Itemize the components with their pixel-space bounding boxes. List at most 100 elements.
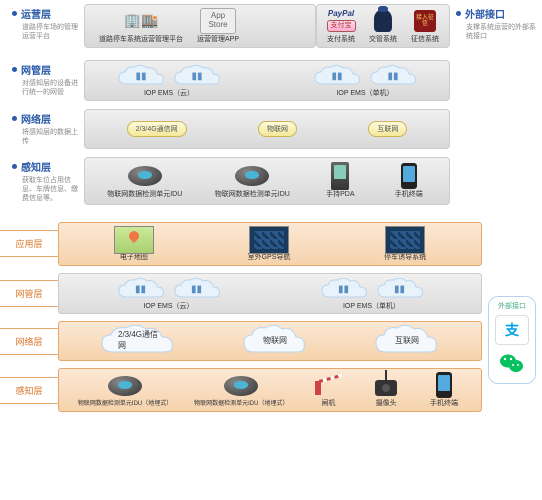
- idu-2: 物联网数据检测单元IDU: [215, 163, 290, 199]
- layer-title: 感知层: [12, 159, 80, 174]
- label: 手持PDA: [326, 191, 354, 199]
- disc-icon: [107, 373, 143, 399]
- layer-label: 应用层: [0, 230, 58, 257]
- label: 交管系统: [369, 36, 397, 44]
- ops-platform: 🏢🏬 道路停车系统运营管理平台: [99, 8, 183, 44]
- label: 电子地图: [120, 254, 148, 262]
- phone-icon: [426, 372, 462, 398]
- label: 手机终端: [395, 191, 423, 199]
- nms-content: ▮▮ ▮▮ IOP EMS（云） ▮▮ ▮▮ IOP EMS（单机）: [58, 273, 482, 315]
- cloud-group: ▮▮ ▮▮: [115, 64, 223, 90]
- net-pill: 2/3/4G通信网: [127, 121, 187, 137]
- sense-band: 物联网数据检测单元IDU 物联网数据检测单元IDU 手持PDA 手机终端: [84, 157, 450, 205]
- label: 运营管理APP: [197, 36, 239, 44]
- cloud-icon: ▮▮: [171, 277, 223, 303]
- cloud-icon: ▮▮: [367, 64, 419, 90]
- label: IOP EMS（单机）: [343, 303, 400, 311]
- net-layer-bottom: 网络层 2/3/4G通信网 物联网 互联网: [0, 319, 482, 363]
- cloud-group: ▮▮ ▮▮: [318, 277, 426, 303]
- pda: 手持PDA: [322, 163, 358, 199]
- net-layer-row: 网络层 将感知层的数据上传 2/3/4G通信网 物联网 互联网: [0, 105, 542, 152]
- guide-icon: [385, 226, 425, 254]
- app-layer: 应用层 电子地图 室外GPS导航 停车诱导系统: [0, 220, 482, 268]
- label: 室外GPS导航: [248, 254, 291, 262]
- net-pill: 物联网: [258, 121, 297, 137]
- layer-desc: 支撑系统运营的外部系统接口: [456, 23, 536, 41]
- seal-icon: 接入征信: [407, 8, 443, 34]
- label: IOP EMS（云）: [144, 90, 194, 98]
- label: 物联网: [263, 335, 287, 346]
- sense-content: 物联网数据检测单元IDU（地埋式） 物联网数据检测单元IDU（地埋式） 闸机 摄…: [58, 368, 482, 412]
- wechat-icon: [495, 349, 529, 379]
- emap: 电子地图: [114, 226, 154, 262]
- spacer: [450, 157, 540, 205]
- payment-system: PayPal 支付宝 支付系统: [323, 8, 359, 44]
- cloud-group: ▮▮ ▮▮: [311, 64, 419, 90]
- label: IOP EMS（云）: [143, 303, 193, 311]
- label: 手机终端: [430, 400, 458, 408]
- gate: 闸机: [310, 372, 346, 408]
- layer-title: 运营层: [12, 6, 80, 21]
- label: 物联网数据检测单元IDU（地埋式）: [194, 401, 288, 408]
- layer-desc: 将感知层的数据上传: [12, 128, 80, 146]
- appstore-icon: App Store: [200, 8, 236, 34]
- ops-app: App Store 运营管理APP: [197, 8, 239, 44]
- disc-icon: [234, 163, 270, 189]
- top-architecture: 运营层 道路停车场的管理运营平台 🏢🏬 道路停车系统运营管理平台 App Sto…: [0, 0, 542, 209]
- gps-icon: [249, 226, 289, 254]
- ems-local-b: ▮▮ ▮▮ IOP EMS（单机）: [318, 277, 426, 311]
- ops-layer-label: 运营层 道路停车场的管理运营平台: [2, 4, 84, 52]
- layer-label: 网管层: [0, 280, 58, 307]
- ext-band: PayPal 支付宝 支付系统 交管系统 接入征信 征信系统: [316, 4, 450, 48]
- pay-icons: PayPal 支付宝: [323, 8, 359, 34]
- layer-desc: 对感知层的设备进行统一的网管: [12, 79, 80, 97]
- external-interface-box: 外部接口 支: [488, 296, 536, 384]
- app-content: 电子地图 室外GPS导航 停车诱导系统: [58, 222, 482, 266]
- zfb-icon: 支付宝: [327, 20, 356, 32]
- ops-band: 🏢🏬 道路停车系统运营管理平台 App Store 运营管理APP: [84, 4, 316, 48]
- sense-layer-label: 感知层 获取车位占用信息、车牌信息、缴费信息等。: [2, 157, 84, 205]
- label: 道路停车系统运营管理平台: [99, 36, 183, 44]
- label: 物联网数据检测单元IDU: [107, 191, 182, 199]
- phone-b: 手机终端: [426, 372, 462, 408]
- phone-icon: [391, 163, 427, 189]
- nms-layer-label: 网管层 对感知层的设备进行统一的网管: [2, 60, 84, 102]
- label: 物联网数据检测单元IDU: [215, 191, 290, 199]
- ext-interface-label: 外部接口 支撑系统运营的外部系统接口: [450, 4, 540, 52]
- gate-icon: [310, 372, 346, 398]
- cloud-net: 2/3/4G通信网: [98, 324, 178, 358]
- ems-local: ▮▮ ▮▮ IOP EMS（单机）: [311, 64, 419, 98]
- net-band: 2/3/4G通信网 物联网 互联网: [84, 109, 450, 148]
- layer-title: 网管层: [12, 62, 80, 77]
- nms-band: ▮▮ ▮▮ IOP EMS（云） ▮▮ ▮▮ IOP EMS（单机）: [84, 60, 450, 102]
- ems-cloud-b: ▮▮ ▮▮ IOP EMS（云）: [115, 277, 223, 311]
- layer-desc: 道路停车场的管理运营平台: [12, 23, 80, 41]
- label: 物联网数据检测单元IDU（地埋式）: [78, 401, 172, 408]
- idu-b1: 物联网数据检测单元IDU（地埋式）: [78, 373, 172, 408]
- alipay-icon: 支: [495, 315, 529, 345]
- ems-cloud: ▮▮ ▮▮ IOP EMS（云）: [115, 64, 223, 98]
- label: 支付系统: [327, 36, 355, 44]
- credit-system: 接入征信 征信系统: [407, 8, 443, 44]
- layer-title: 网络层: [12, 111, 80, 126]
- ops-layer-row: 运营层 道路停车场的管理运营平台 🏢🏬 道路停车系统运营管理平台 App Sto…: [0, 0, 542, 56]
- net-layer-label: 网络层 将感知层的数据上传: [2, 109, 84, 148]
- bottom-architecture: 应用层 电子地图 室外GPS导航 停车诱导系统 网管层 ▮▮ ▮▮ IOP EM…: [0, 209, 542, 414]
- map-icon: [114, 226, 154, 254]
- label: IOP EMS（单机）: [336, 90, 393, 98]
- sense-layer-row: 感知层 获取车位占用信息、车牌信息、缴费信息等。 物联网数据检测单元IDU 物联…: [0, 153, 542, 209]
- traffic-system: 交管系统: [365, 8, 401, 44]
- police-icon: [365, 8, 401, 34]
- gps: 室外GPS导航: [248, 226, 291, 262]
- label: 互联网: [395, 335, 419, 346]
- spacer: [450, 109, 540, 148]
- nms-layer-row: 网管层 对感知层的设备进行统一的网管 ▮▮ ▮▮ IOP EMS（云） ▮▮ ▮…: [0, 56, 542, 106]
- camera: 摄像头: [368, 372, 404, 408]
- idu-b2: 物联网数据检测单元IDU（地埋式）: [194, 373, 288, 408]
- phone: 手机终端: [391, 163, 427, 199]
- ext-items: PayPal 支付宝 支付系统 交管系统 接入征信 征信系统: [316, 4, 450, 52]
- cloud-icon: ▮▮: [115, 277, 167, 303]
- net-pill: 互联网: [368, 121, 407, 137]
- net-content: 2/3/4G通信网 物联网 互联网: [58, 321, 482, 361]
- camera-icon: [368, 372, 404, 398]
